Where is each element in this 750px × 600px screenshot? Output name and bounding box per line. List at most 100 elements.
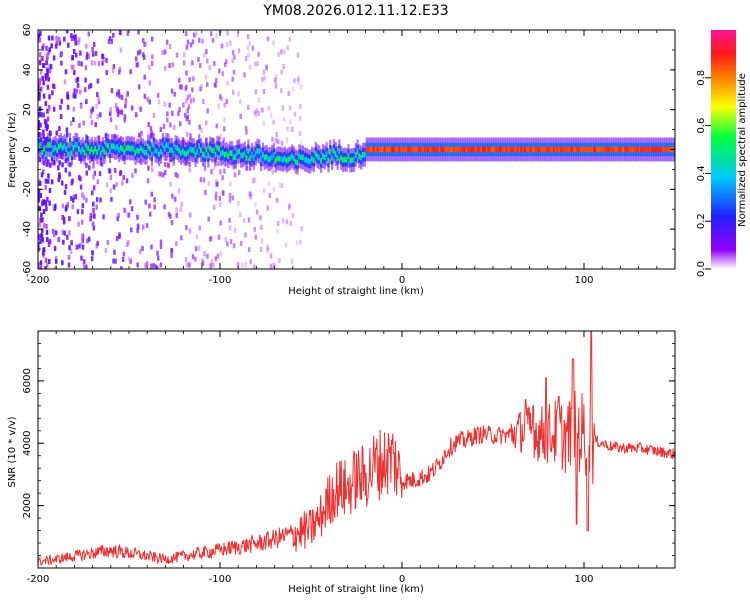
spectrogram-cell xyxy=(101,146,104,153)
spectrogram-cell xyxy=(82,264,86,269)
spectrogram-cell xyxy=(543,146,547,153)
spectrogram-cell xyxy=(40,112,43,118)
x-tick-label: 100 xyxy=(574,275,593,286)
spectrogram-cell xyxy=(228,197,232,203)
spectrogram-cell xyxy=(91,221,95,227)
spectrogram-cell xyxy=(45,60,48,66)
spectrogram-cell xyxy=(42,209,46,215)
spectrogram-cell xyxy=(185,70,188,76)
spectrogram-cell xyxy=(136,147,139,154)
spectrogram-cell xyxy=(53,204,57,210)
spectrogram-cell xyxy=(191,254,195,260)
spectrogram-cell xyxy=(143,41,146,47)
spectrogram-cell xyxy=(166,162,170,168)
spectrogram-cell xyxy=(48,47,52,53)
spectrogram-cell xyxy=(61,229,64,235)
spectrogram-cell xyxy=(281,105,285,111)
spectrogram-cell xyxy=(134,112,138,118)
spectrogram-cell xyxy=(244,56,248,62)
spectrogram-cell xyxy=(173,91,176,97)
spectrogram-cell xyxy=(297,79,300,85)
spectrogram-cell xyxy=(307,158,310,164)
spectrogram-cell xyxy=(113,249,116,255)
spectrogram-cell xyxy=(38,262,40,268)
spectrogram-cell xyxy=(411,146,414,153)
spectrogram-cell xyxy=(54,258,58,264)
spectrogram-cell xyxy=(171,193,174,199)
spectrogram-cell xyxy=(394,146,397,153)
spectrogram-cell xyxy=(638,146,641,153)
spectrogram-cell xyxy=(139,106,142,112)
spectrogram-cell xyxy=(134,150,137,156)
spectrogram-cell xyxy=(90,119,94,125)
spectrogram-cell xyxy=(206,253,209,259)
spectrogram-cell xyxy=(50,43,53,49)
spectrogram-cell xyxy=(202,99,205,105)
spectrogram-cell xyxy=(197,56,200,62)
spectrogram-cell xyxy=(105,182,109,188)
spectrogram-cell xyxy=(102,214,105,220)
spectrogram-cell xyxy=(190,147,194,153)
spectrogram-cell xyxy=(195,31,198,37)
spectrogram-cell xyxy=(146,96,149,102)
spectrogram-cell xyxy=(180,201,184,207)
colorbar-tick-label: 0.0 xyxy=(696,261,707,277)
spectrogram-cell xyxy=(175,212,178,218)
spectrogram-cell xyxy=(267,156,270,163)
spectrogram-cell xyxy=(62,239,65,245)
spectrogram-cell xyxy=(50,151,53,157)
spectrogram-cell xyxy=(199,147,203,153)
spectrogram-cell xyxy=(74,52,78,58)
spectrogram-cell xyxy=(223,62,227,68)
spectrogram-cell xyxy=(38,196,40,202)
spectrogram-cell xyxy=(518,146,521,153)
spectrogram-cell xyxy=(72,145,75,151)
spectrogram-cell xyxy=(378,146,381,153)
spectrogram-cell xyxy=(237,170,241,176)
spectrogram-cell xyxy=(59,104,62,110)
spectrogram-cell xyxy=(305,157,308,163)
spectrogram-cell xyxy=(231,58,234,64)
spectrogram-cell xyxy=(516,146,519,153)
spectrogram-cell xyxy=(277,51,280,57)
spectrogram-cell xyxy=(257,97,260,103)
spectrogram-cell xyxy=(42,160,46,166)
spectrogram-cell xyxy=(92,174,95,180)
spectrogram-cell xyxy=(72,106,75,112)
spectrogram-cell xyxy=(125,145,128,152)
spectrogram-cell xyxy=(76,82,80,88)
spectrogram-cell xyxy=(62,216,66,222)
spectrogram-cell xyxy=(602,146,605,153)
spectrogram-cell xyxy=(179,150,183,156)
spectrogram-cell xyxy=(52,146,55,152)
spectrogram-cell xyxy=(45,229,49,235)
spectrogram-cell xyxy=(38,242,40,248)
spectrogram-cell xyxy=(78,243,81,249)
spectrogram-cell xyxy=(94,122,97,128)
spectrogram-cell xyxy=(285,137,289,143)
spectrogram-cell xyxy=(76,209,80,215)
spectrogram-cell xyxy=(338,148,341,155)
spectrogram-cell xyxy=(431,146,434,153)
spectrogram-cell xyxy=(256,61,259,67)
spectrogram-cell xyxy=(135,62,139,68)
spectrogram-cell xyxy=(533,146,536,153)
spectrogram-cell xyxy=(74,194,78,200)
spectrogram-cell xyxy=(280,140,284,146)
spectrogram-cell xyxy=(168,43,172,49)
y-tick-label: 0 xyxy=(22,146,33,152)
snr-frame xyxy=(37,330,676,569)
spectrogram-cell xyxy=(665,146,669,153)
spectrogram-cell xyxy=(254,150,257,157)
spectrogram-cell xyxy=(303,156,306,163)
spectrogram-cell xyxy=(396,146,399,153)
spectrogram-cell xyxy=(57,176,61,182)
spectrogram-cell xyxy=(161,50,164,56)
spectrogram-cell xyxy=(121,180,124,186)
spectrogram-cell xyxy=(170,253,173,259)
spectrogram-cell xyxy=(119,47,123,53)
spectrogram-cell xyxy=(254,61,257,67)
colorbar-label: Normalized spectral amplitude xyxy=(737,73,748,227)
spectrogram-cell xyxy=(87,31,91,37)
spectrogram-cell xyxy=(244,262,247,268)
